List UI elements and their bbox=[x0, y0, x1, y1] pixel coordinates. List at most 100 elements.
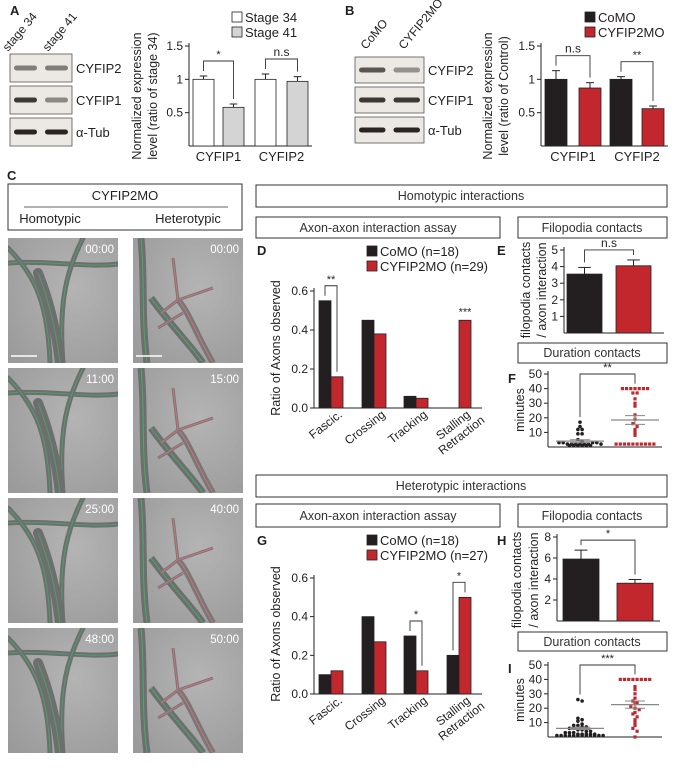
bar bbox=[615, 265, 652, 334]
axon-outline bbox=[177, 677, 214, 691]
band-label: CYFIP2 bbox=[76, 61, 122, 76]
blot-strip: CYFIP2 bbox=[9, 53, 122, 83]
significance-bracket bbox=[203, 60, 234, 99]
bar bbox=[373, 333, 387, 409]
svg-text:Axon-axon interaction assay: Axon-axon interaction assay bbox=[299, 509, 457, 523]
data-point bbox=[576, 427, 580, 432]
data-point bbox=[580, 722, 584, 726]
legend-label: Stage 34 bbox=[245, 10, 297, 25]
y-tick-label: 10 bbox=[529, 425, 543, 439]
y-tick-label: 8 bbox=[544, 530, 551, 544]
data-point bbox=[622, 442, 627, 446]
data-point bbox=[633, 735, 637, 739]
band-label: α-Tub bbox=[76, 125, 110, 140]
data-point bbox=[635, 715, 639, 719]
y-tick-label: 40 bbox=[529, 382, 543, 396]
homotypic-timelapse-frame: 11:00 bbox=[8, 368, 118, 493]
significance-label: * bbox=[457, 570, 462, 582]
axon-outline bbox=[150, 427, 204, 493]
y-tick-label: 0.4 bbox=[291, 323, 308, 337]
data-point bbox=[652, 442, 656, 446]
legend-label: CYFIP2MO (n=27) bbox=[380, 548, 488, 563]
axon-outline bbox=[172, 517, 179, 561]
data-point bbox=[633, 687, 637, 692]
x-category-label: Crossing bbox=[342, 693, 388, 733]
x-category-label: Fascic. bbox=[306, 407, 345, 441]
legend-swatch bbox=[231, 26, 243, 38]
axon-outline bbox=[8, 377, 51, 493]
significance-bracket bbox=[579, 664, 636, 695]
y-tick-label: 40 bbox=[529, 672, 543, 686]
y-tick-label: 1.5 bbox=[166, 39, 183, 53]
data-point bbox=[592, 732, 597, 736]
y-tick-label: 0.2 bbox=[291, 648, 308, 662]
western-blot-a: CYFIP2 CYFIP1 α-Tub stage 34 stage 41 bbox=[0, 9, 122, 147]
y-tick-label: 1 bbox=[528, 72, 535, 86]
y-tick-label: 0.0 bbox=[291, 687, 308, 701]
significance-bracket bbox=[620, 61, 654, 101]
axon-outline bbox=[160, 429, 179, 444]
y-tick-label: 4 bbox=[551, 260, 558, 274]
x-category-label: Crossing bbox=[342, 407, 388, 447]
panel-label-h: H bbox=[497, 533, 506, 548]
data-point bbox=[633, 685, 637, 689]
data-point bbox=[563, 733, 568, 738]
axon-outline bbox=[172, 387, 179, 431]
bar bbox=[641, 108, 665, 147]
y-tick-label: 30 bbox=[529, 396, 543, 410]
data-point bbox=[635, 729, 639, 733]
significance-label: *** bbox=[601, 653, 615, 665]
significance-label: n.s bbox=[601, 236, 617, 250]
y-axis-label: level (ratio of stage 34) bbox=[146, 32, 160, 159]
protein-band bbox=[393, 127, 420, 133]
axon-outline bbox=[140, 238, 148, 363]
timelapse-frames: 00:00 00:00 11:00 15:00 25:00 40:00 48:00 50:00 bbox=[8, 238, 243, 753]
panel-label-g: G bbox=[257, 533, 267, 548]
band-label: α-Tub bbox=[428, 123, 462, 138]
y-tick-label: 0.6 bbox=[291, 571, 308, 585]
data-point bbox=[576, 716, 580, 721]
y-tick-label: 10 bbox=[529, 716, 543, 730]
panel-label-i: I bbox=[508, 661, 512, 676]
y-tick-label: 2 bbox=[544, 593, 551, 607]
axon-outline bbox=[8, 637, 51, 753]
micrograph-image bbox=[133, 498, 243, 623]
bar bbox=[403, 635, 417, 695]
micrograph-image bbox=[133, 628, 243, 753]
y-axis-label: Ratio of Axons observed bbox=[269, 566, 283, 702]
axon-outline bbox=[140, 498, 148, 623]
timestamp: 00:00 bbox=[85, 244, 114, 256]
x-category-label: CYFIP2 bbox=[614, 149, 660, 164]
protein-band bbox=[359, 97, 386, 103]
data-point bbox=[578, 424, 582, 429]
y-tick-label: 20 bbox=[529, 701, 543, 715]
timestamp: 40:00 bbox=[210, 504, 239, 516]
significance-bracket bbox=[555, 55, 591, 78]
data-point bbox=[567, 730, 572, 735]
bar bbox=[318, 674, 332, 695]
data-point bbox=[599, 442, 603, 446]
bar bbox=[361, 616, 375, 695]
significance-label: ** bbox=[327, 274, 336, 286]
chart-b: 0.5 1 1.5 Normalized expression level (ratio… bbox=[481, 10, 668, 164]
panel-c-header: CYFIP2MO Homotypic Heterotypic bbox=[7, 183, 243, 231]
panel-label-d: D bbox=[257, 243, 266, 258]
protein-band bbox=[359, 67, 386, 73]
legend-swatch bbox=[584, 11, 596, 23]
data-point bbox=[635, 677, 639, 681]
blot-strip: CYFIP1 bbox=[9, 85, 122, 115]
data-point bbox=[643, 442, 648, 446]
significance-bracket bbox=[324, 285, 338, 372]
homotypic-duration-box: Duration contacts bbox=[517, 342, 668, 364]
bar bbox=[566, 273, 603, 334]
significance-label: * bbox=[606, 528, 611, 540]
x-category-label: StallingRetraction bbox=[427, 688, 487, 743]
y-tick-label: 5 bbox=[551, 243, 558, 257]
heterotypic-filopodia-box: Filopodia contacts bbox=[517, 503, 668, 528]
data-point bbox=[635, 391, 639, 395]
protein-band bbox=[45, 97, 68, 103]
homotypic-filopodia-box: Filopodia contacts bbox=[517, 216, 668, 239]
axon-outline bbox=[172, 647, 179, 691]
bar bbox=[544, 78, 568, 147]
significance-label: * bbox=[216, 49, 221, 61]
